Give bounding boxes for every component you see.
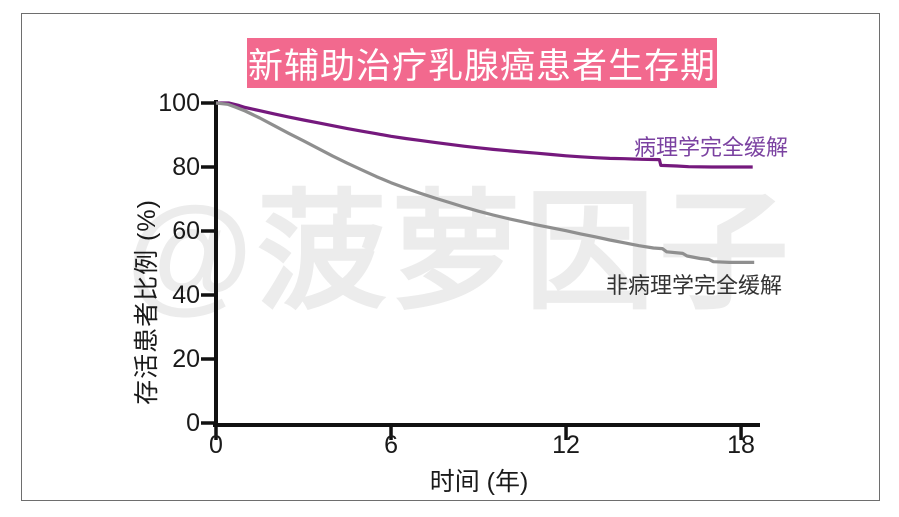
series-label-non-pcr: 非病理学完全缓解 xyxy=(606,273,783,298)
chart-title-text: 新辅助治疗乳腺癌患者生存期 xyxy=(247,46,716,86)
y-axis-title: 存活患者比例 (%) xyxy=(133,199,161,405)
series-curve-0 xyxy=(216,101,753,169)
figure-border xyxy=(21,13,880,501)
chart-title: 新辅助治疗乳腺癌患者生存期 xyxy=(247,38,717,88)
series-label-pcr: 病理学完全缓解 xyxy=(634,135,789,160)
x-axis-title: 时间 (年) xyxy=(429,468,529,496)
series-curve-1 xyxy=(215,101,755,264)
